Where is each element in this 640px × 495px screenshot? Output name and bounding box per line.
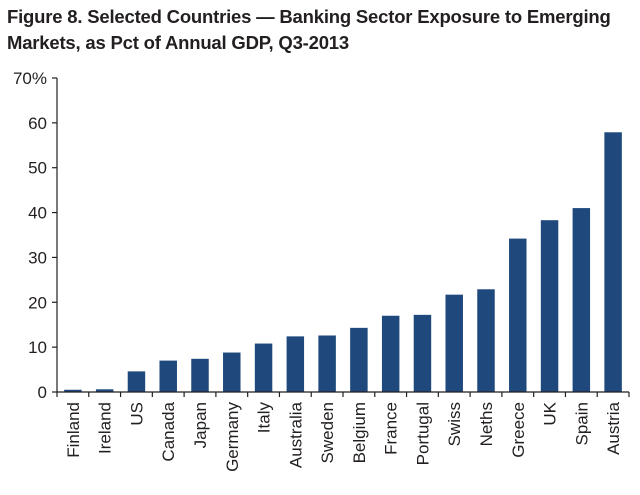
bar-germany xyxy=(223,352,241,392)
x-tick-label: Japan xyxy=(191,402,210,448)
x-tick-label: Greece xyxy=(509,402,528,458)
x-tick-labels: Finland Ireland US Canada Japan Germany Italy A… xyxy=(64,401,623,472)
axes-group xyxy=(52,77,630,397)
x-tick-label: Neths xyxy=(477,402,496,446)
bar-belgium xyxy=(350,327,368,392)
x-tick-label: Germany xyxy=(223,402,242,472)
bar-finland xyxy=(64,389,82,392)
x-tick-label: Finland xyxy=(64,402,83,458)
x-tick-label: US xyxy=(127,402,146,426)
y-tick-label: 20 xyxy=(28,293,47,312)
x-tick-label: Swiss xyxy=(445,402,464,446)
chart-title-line2: Markets, as Pct of Annual GDP, Q3-2013 xyxy=(7,32,349,53)
bar-australia xyxy=(286,336,305,392)
bar-neths xyxy=(477,289,495,392)
x-tick-label: Italy xyxy=(255,402,274,434)
bar-canada xyxy=(159,360,177,392)
x-tick-label: Sweden xyxy=(318,402,337,463)
y-tick-label: 40 xyxy=(28,204,47,223)
y-tick-label: 30 xyxy=(28,248,47,267)
x-tick-label: Austria xyxy=(604,401,623,454)
bar-france xyxy=(381,315,400,392)
y-tick-label: 10 xyxy=(28,338,47,357)
bars-group xyxy=(64,132,622,392)
bar-us xyxy=(127,371,146,392)
bar-ireland xyxy=(95,389,114,392)
bar-austria xyxy=(604,132,622,392)
bar-portugal xyxy=(413,314,432,392)
x-tick-label: Spain xyxy=(572,402,591,445)
y-tick-label: 0 xyxy=(38,383,47,402)
x-tick-label: Ireland xyxy=(96,402,115,454)
x-tick-label: Portugal xyxy=(413,402,432,465)
y-tick-label: 50 xyxy=(28,159,47,178)
x-tick-label: France xyxy=(382,402,401,455)
x-tick-label: Australia xyxy=(286,401,305,468)
bar-japan xyxy=(191,358,209,392)
y-tick-labels: 0 10 20 30 40 50 60 70% xyxy=(13,69,47,402)
bar-swiss xyxy=(445,294,463,392)
chart-title: Figure 8. Selected Countries — Banking S… xyxy=(7,4,637,56)
y-tick-label: 70% xyxy=(13,69,47,88)
x-tick-label: Belgium xyxy=(350,402,369,463)
bar-italy xyxy=(254,343,273,392)
y-tick-label: 60 xyxy=(28,114,47,133)
bar-spain xyxy=(572,208,591,392)
bar-sweden xyxy=(318,335,336,392)
bar-uk xyxy=(540,220,559,392)
x-tick-label: UK xyxy=(541,401,560,425)
chart-title-line1: Figure 8. Selected Countries — Banking S… xyxy=(7,6,611,27)
bar-greece xyxy=(509,238,527,392)
x-tick-label: Canada xyxy=(159,401,178,461)
